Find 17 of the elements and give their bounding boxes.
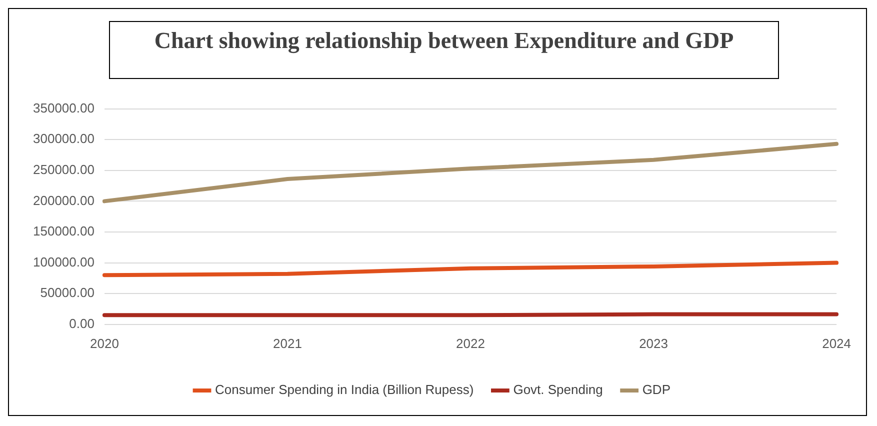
x-tick-label: 2023: [639, 336, 668, 351]
y-tick-label: 250000.00: [33, 162, 94, 177]
y-tick-label: 350000.00: [33, 100, 94, 116]
chart-title: Chart showing relationship between Expenditure and GDP: [154, 28, 734, 54]
y-tick-label: 200000.00: [33, 192, 94, 208]
x-tick-label: 2022: [456, 336, 485, 351]
legend-label: GDP: [642, 382, 670, 398]
x-tick-label: 2021: [273, 336, 302, 351]
legend-label: Consumer Spending in India (Billion Rupess): [215, 382, 474, 398]
y-tick-label: 150000.00: [33, 224, 94, 239]
y-tick-label: 50000.00: [40, 285, 94, 300]
x-tick-label: 2024: [822, 336, 851, 351]
y-tick-label: 100000.00: [33, 254, 94, 270]
x-tick-label: 2020: [90, 336, 119, 351]
y-tick-label: 0.00: [69, 316, 94, 331]
legend-label: Govt. Spending: [513, 382, 603, 398]
y-tick-label: 300000.00: [33, 131, 94, 146]
